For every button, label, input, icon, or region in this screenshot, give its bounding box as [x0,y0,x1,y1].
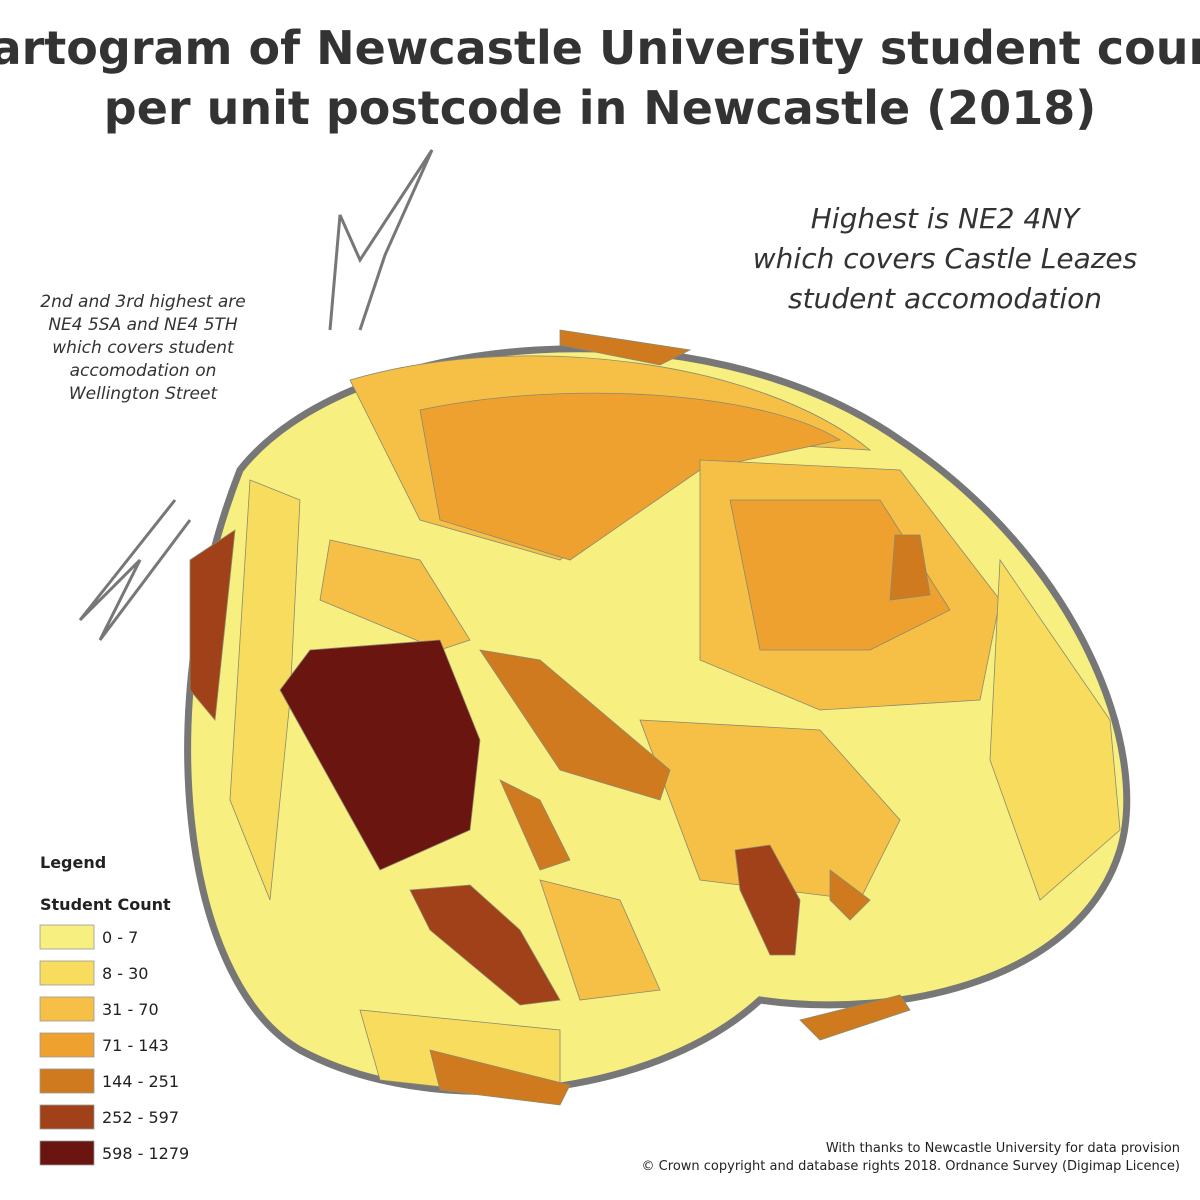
region [499,779,571,871]
annotation: 2nd and 3rd highest are NE4 5SA and NE4 5… [40,292,246,404]
legend-swatch [39,1068,95,1094]
annotation-line: Highest is NE2 4NY [811,202,1081,235]
legend: Legend Student Count 0 - 7 8 - 30 31 - 70 71 … [39,853,189,1166]
legend-swatch [39,996,95,1022]
region [419,392,842,561]
annotation-line: accomodation on [70,361,217,381]
legend-swatch [39,1104,95,1130]
legend-label: 144 - 251 [102,1072,179,1091]
legend-label: 598 - 1279 [102,1144,189,1163]
region [829,869,871,921]
region [639,719,901,901]
legend-swatch [39,1032,95,1058]
annotation-line: student accomodation [788,282,1102,315]
region [734,844,801,956]
region [989,558,1121,901]
annotation-line: which covers student [52,338,235,358]
region [559,329,692,366]
spike [78,149,434,641]
region [189,529,236,721]
region [279,639,481,871]
region [479,649,671,801]
legend-label: 8 - 30 [102,964,148,983]
region [409,884,561,1006]
credits: With thanks to Newcastle University for … [642,1141,1180,1174]
region [319,539,471,651]
annotation: Highest is NE2 4NY which covers Castle Le… [753,202,1137,315]
title-line: per unit postcode in Newcastle (2018) [104,81,1096,135]
annotation-line: which covers Castle Leazes [753,242,1137,275]
region [889,534,931,601]
legend-swatch [39,960,95,986]
annotation-line: Wellington Street [69,384,219,404]
annotation-line: 2nd and 3rd highest are [40,292,246,312]
legend-subtitle: Student Count [40,895,171,914]
legend-label: 0 - 7 [102,928,138,947]
title: Cartogram of Newcastle University studen… [0,21,1200,135]
legend-swatch [39,1140,95,1166]
legend-swatch [39,924,95,950]
credit-line: With thanks to Newcastle University for … [826,1141,1180,1156]
region [539,879,661,1001]
title-line: Cartogram of Newcastle University studen… [0,21,1200,75]
region [429,1049,571,1106]
legend-label: 31 - 70 [102,1000,159,1019]
cartogram [78,149,1131,1106]
legend-label: 252 - 597 [102,1108,179,1127]
region [229,479,301,901]
region [799,994,911,1041]
legend-title: Legend [40,853,106,872]
credit-line: © Crown copyright and database rights 20… [642,1159,1180,1174]
legend-label: 71 - 143 [102,1036,169,1055]
annotation-line: NE4 5SA and NE4 5TH [48,315,238,335]
